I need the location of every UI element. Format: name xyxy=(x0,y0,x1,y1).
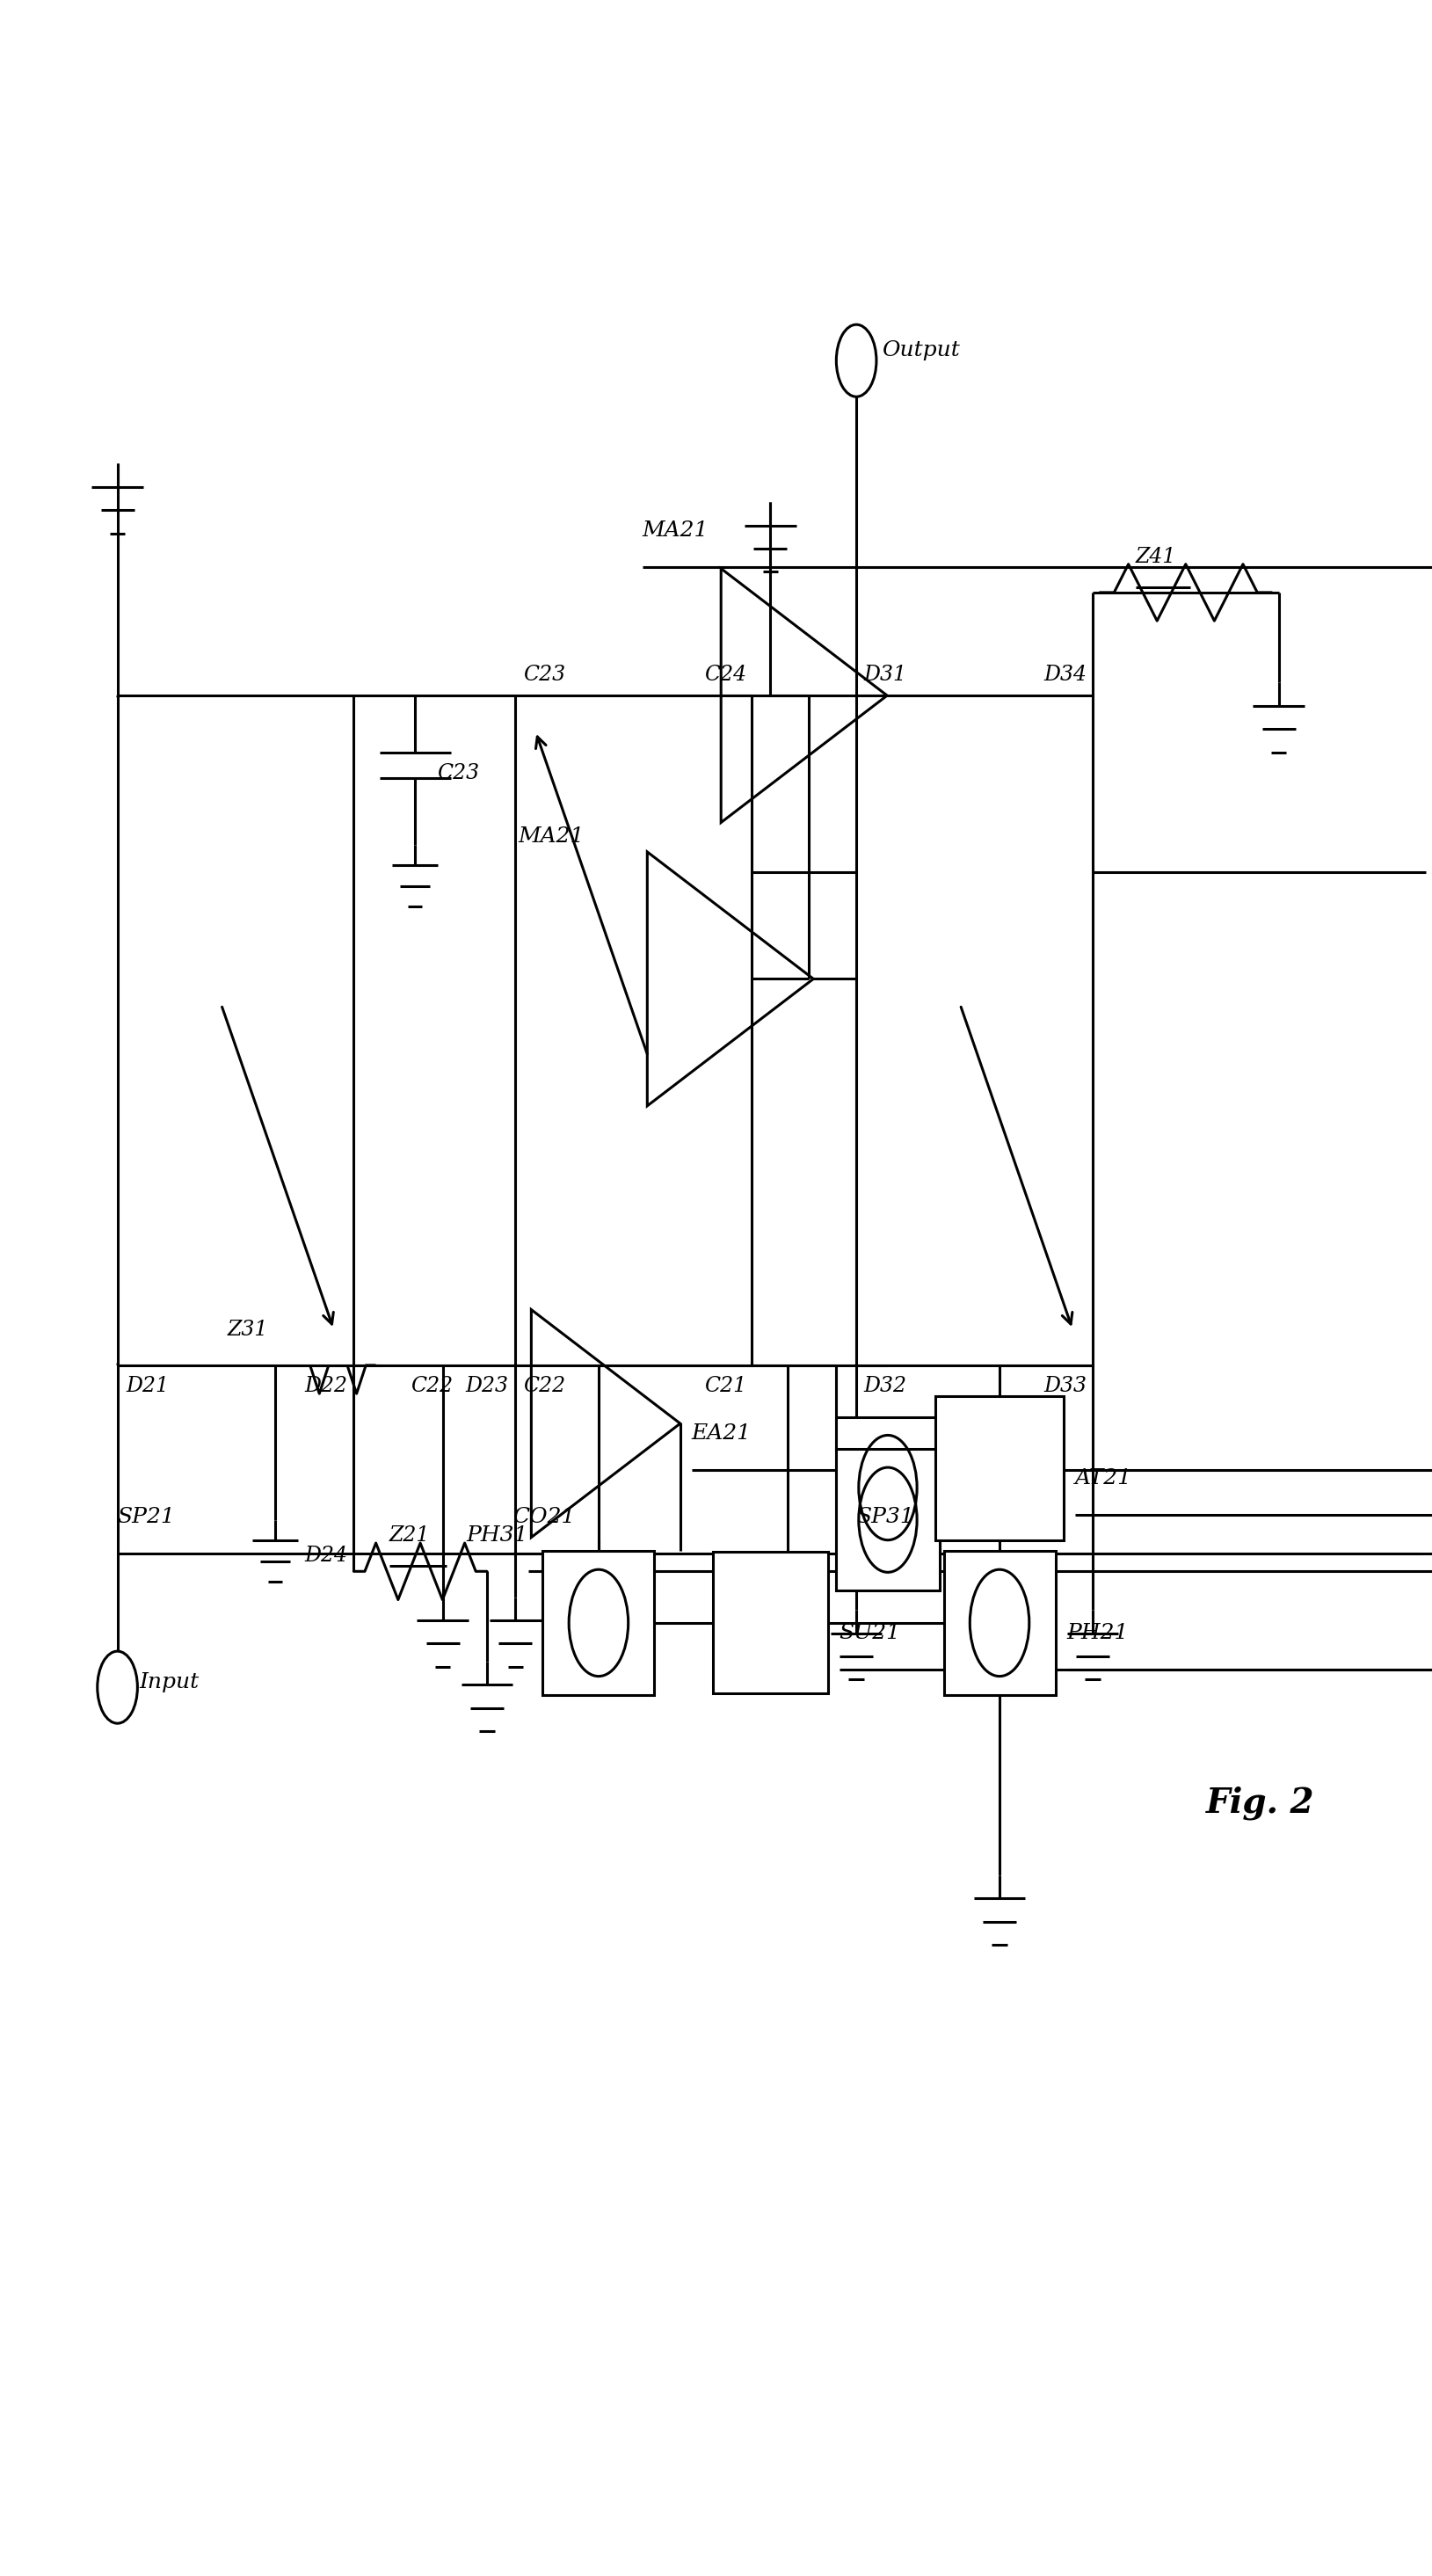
Text: D21: D21 xyxy=(126,1376,169,1396)
Text: D32: D32 xyxy=(863,1376,906,1396)
Bar xyxy=(856,696,1093,1365)
Bar xyxy=(935,1396,1064,1540)
Text: Output: Output xyxy=(882,340,959,361)
Text: Z21: Z21 xyxy=(390,1525,430,1546)
Text: SP21: SP21 xyxy=(117,1507,175,1528)
Circle shape xyxy=(836,325,876,397)
Circle shape xyxy=(97,1651,137,1723)
Text: SP31: SP31 xyxy=(856,1507,914,1528)
Text: D24: D24 xyxy=(305,1546,348,1566)
Text: CO21: CO21 xyxy=(513,1507,576,1528)
Text: C23: C23 xyxy=(523,665,566,685)
Text: Input: Input xyxy=(139,1672,199,1692)
Bar xyxy=(836,1417,939,1558)
Bar xyxy=(836,1450,939,1592)
Text: Fig. 2: Fig. 2 xyxy=(1206,1785,1315,1821)
Text: Z41: Z41 xyxy=(1136,546,1176,567)
Text: D22: D22 xyxy=(305,1376,348,1396)
Bar xyxy=(944,1551,1055,1695)
Text: EA21: EA21 xyxy=(692,1425,752,1443)
Text: C24: C24 xyxy=(703,665,746,685)
Text: MA21: MA21 xyxy=(642,520,709,541)
Text: MA21: MA21 xyxy=(518,827,584,848)
Text: C21: C21 xyxy=(703,1376,746,1396)
Text: SU21: SU21 xyxy=(839,1623,901,1643)
Bar xyxy=(117,696,354,1365)
Text: PH31: PH31 xyxy=(467,1525,528,1546)
Text: C22: C22 xyxy=(411,1376,454,1396)
Text: D31: D31 xyxy=(863,665,906,685)
Text: PH21: PH21 xyxy=(1067,1623,1128,1643)
Text: D23: D23 xyxy=(465,1376,508,1396)
Text: C22: C22 xyxy=(523,1376,566,1396)
Bar xyxy=(543,1551,654,1695)
Bar xyxy=(713,1551,828,1695)
Text: C23: C23 xyxy=(437,762,478,783)
Text: D34: D34 xyxy=(1044,665,1087,685)
Text: Z31: Z31 xyxy=(228,1319,268,1340)
Bar xyxy=(516,696,752,1365)
Text: D33: D33 xyxy=(1044,1376,1087,1396)
Text: AT21: AT21 xyxy=(1075,1468,1133,1489)
